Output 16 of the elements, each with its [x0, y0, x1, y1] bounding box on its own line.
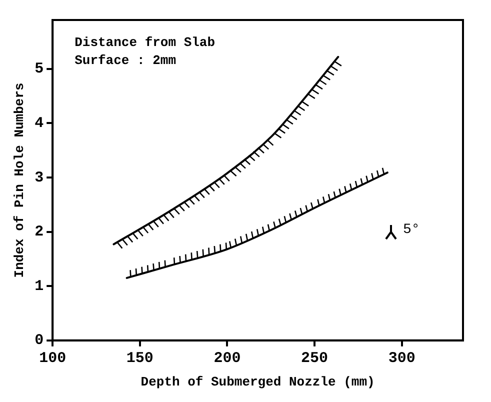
y-tick-label: 3 [34, 169, 44, 186]
line-series [126, 172, 388, 279]
x-tick-label: 100 [39, 350, 66, 368]
annotation: 5° [403, 222, 420, 238]
y-tick-label: 4 [34, 114, 44, 132]
x-tick-label: 300 [388, 350, 416, 368]
x-tick-label: 150 [126, 350, 154, 368]
y-tick-label: 1 [34, 278, 44, 295]
x-tick-label: 250 [301, 350, 328, 368]
y-tick-label: 2 [34, 224, 44, 241]
x-tick-label: 200 [214, 350, 241, 368]
y-axis-title: Index of Pin Hole Numbers [12, 82, 28, 278]
y-tick-label: 0 [34, 332, 44, 350]
x-axis-title: Depth of Submerged Nozzle (mm) [140, 374, 375, 390]
y-tick-label: 5 [34, 60, 44, 78]
annotation: Distance from Slab Surface : 2mm [74, 34, 216, 68]
